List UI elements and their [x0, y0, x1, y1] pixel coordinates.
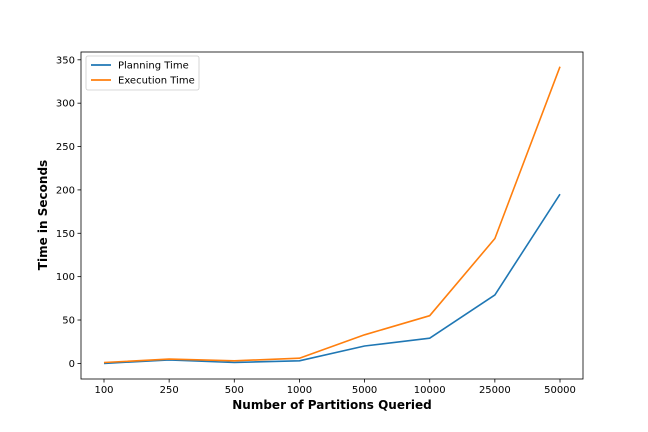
x-tick-label: 500 — [225, 385, 244, 396]
y-tick-label: 150 — [56, 229, 75, 240]
y-tick-label: 0 — [69, 359, 75, 370]
y-tick-label: 250 — [56, 142, 75, 153]
y-axis-ticks: 0 50 100 150 200 250 300 350 — [56, 55, 81, 370]
series-layer — [103, 66, 561, 365]
x-tick-label: 50000 — [544, 385, 576, 396]
series-line-execution-time — [103, 66, 561, 364]
x-tick-label: 250 — [160, 385, 179, 396]
x-tick-label: 100 — [94, 385, 113, 396]
x-tick-label: 5000 — [352, 385, 377, 396]
legend-label: Planning Time — [118, 61, 189, 72]
series-line-planning-time — [103, 193, 561, 365]
x-tick-label: 1000 — [287, 385, 312, 396]
y-tick-label: 350 — [56, 55, 75, 66]
x-axis-ticks: 100 250 500 1000 5000 10000 25000 50000 — [94, 379, 576, 396]
y-tick-label: 100 — [56, 272, 75, 283]
x-tick-label: 10000 — [414, 385, 446, 396]
legend: Planning Time Execution Time — [85, 55, 200, 91]
y-tick-label: 200 — [56, 185, 75, 196]
legend-box — [85, 55, 200, 91]
x-tick-label: 25000 — [479, 385, 511, 396]
x-axis-title: Number of Partitions Queried — [232, 398, 432, 412]
plot-area-frame — [80, 51, 584, 380]
y-tick-label: 300 — [56, 99, 75, 110]
y-tick-label: 50 — [62, 316, 75, 327]
y-axis-title: Time in Seconds — [36, 160, 50, 270]
legend-label: Execution Time — [118, 76, 195, 87]
